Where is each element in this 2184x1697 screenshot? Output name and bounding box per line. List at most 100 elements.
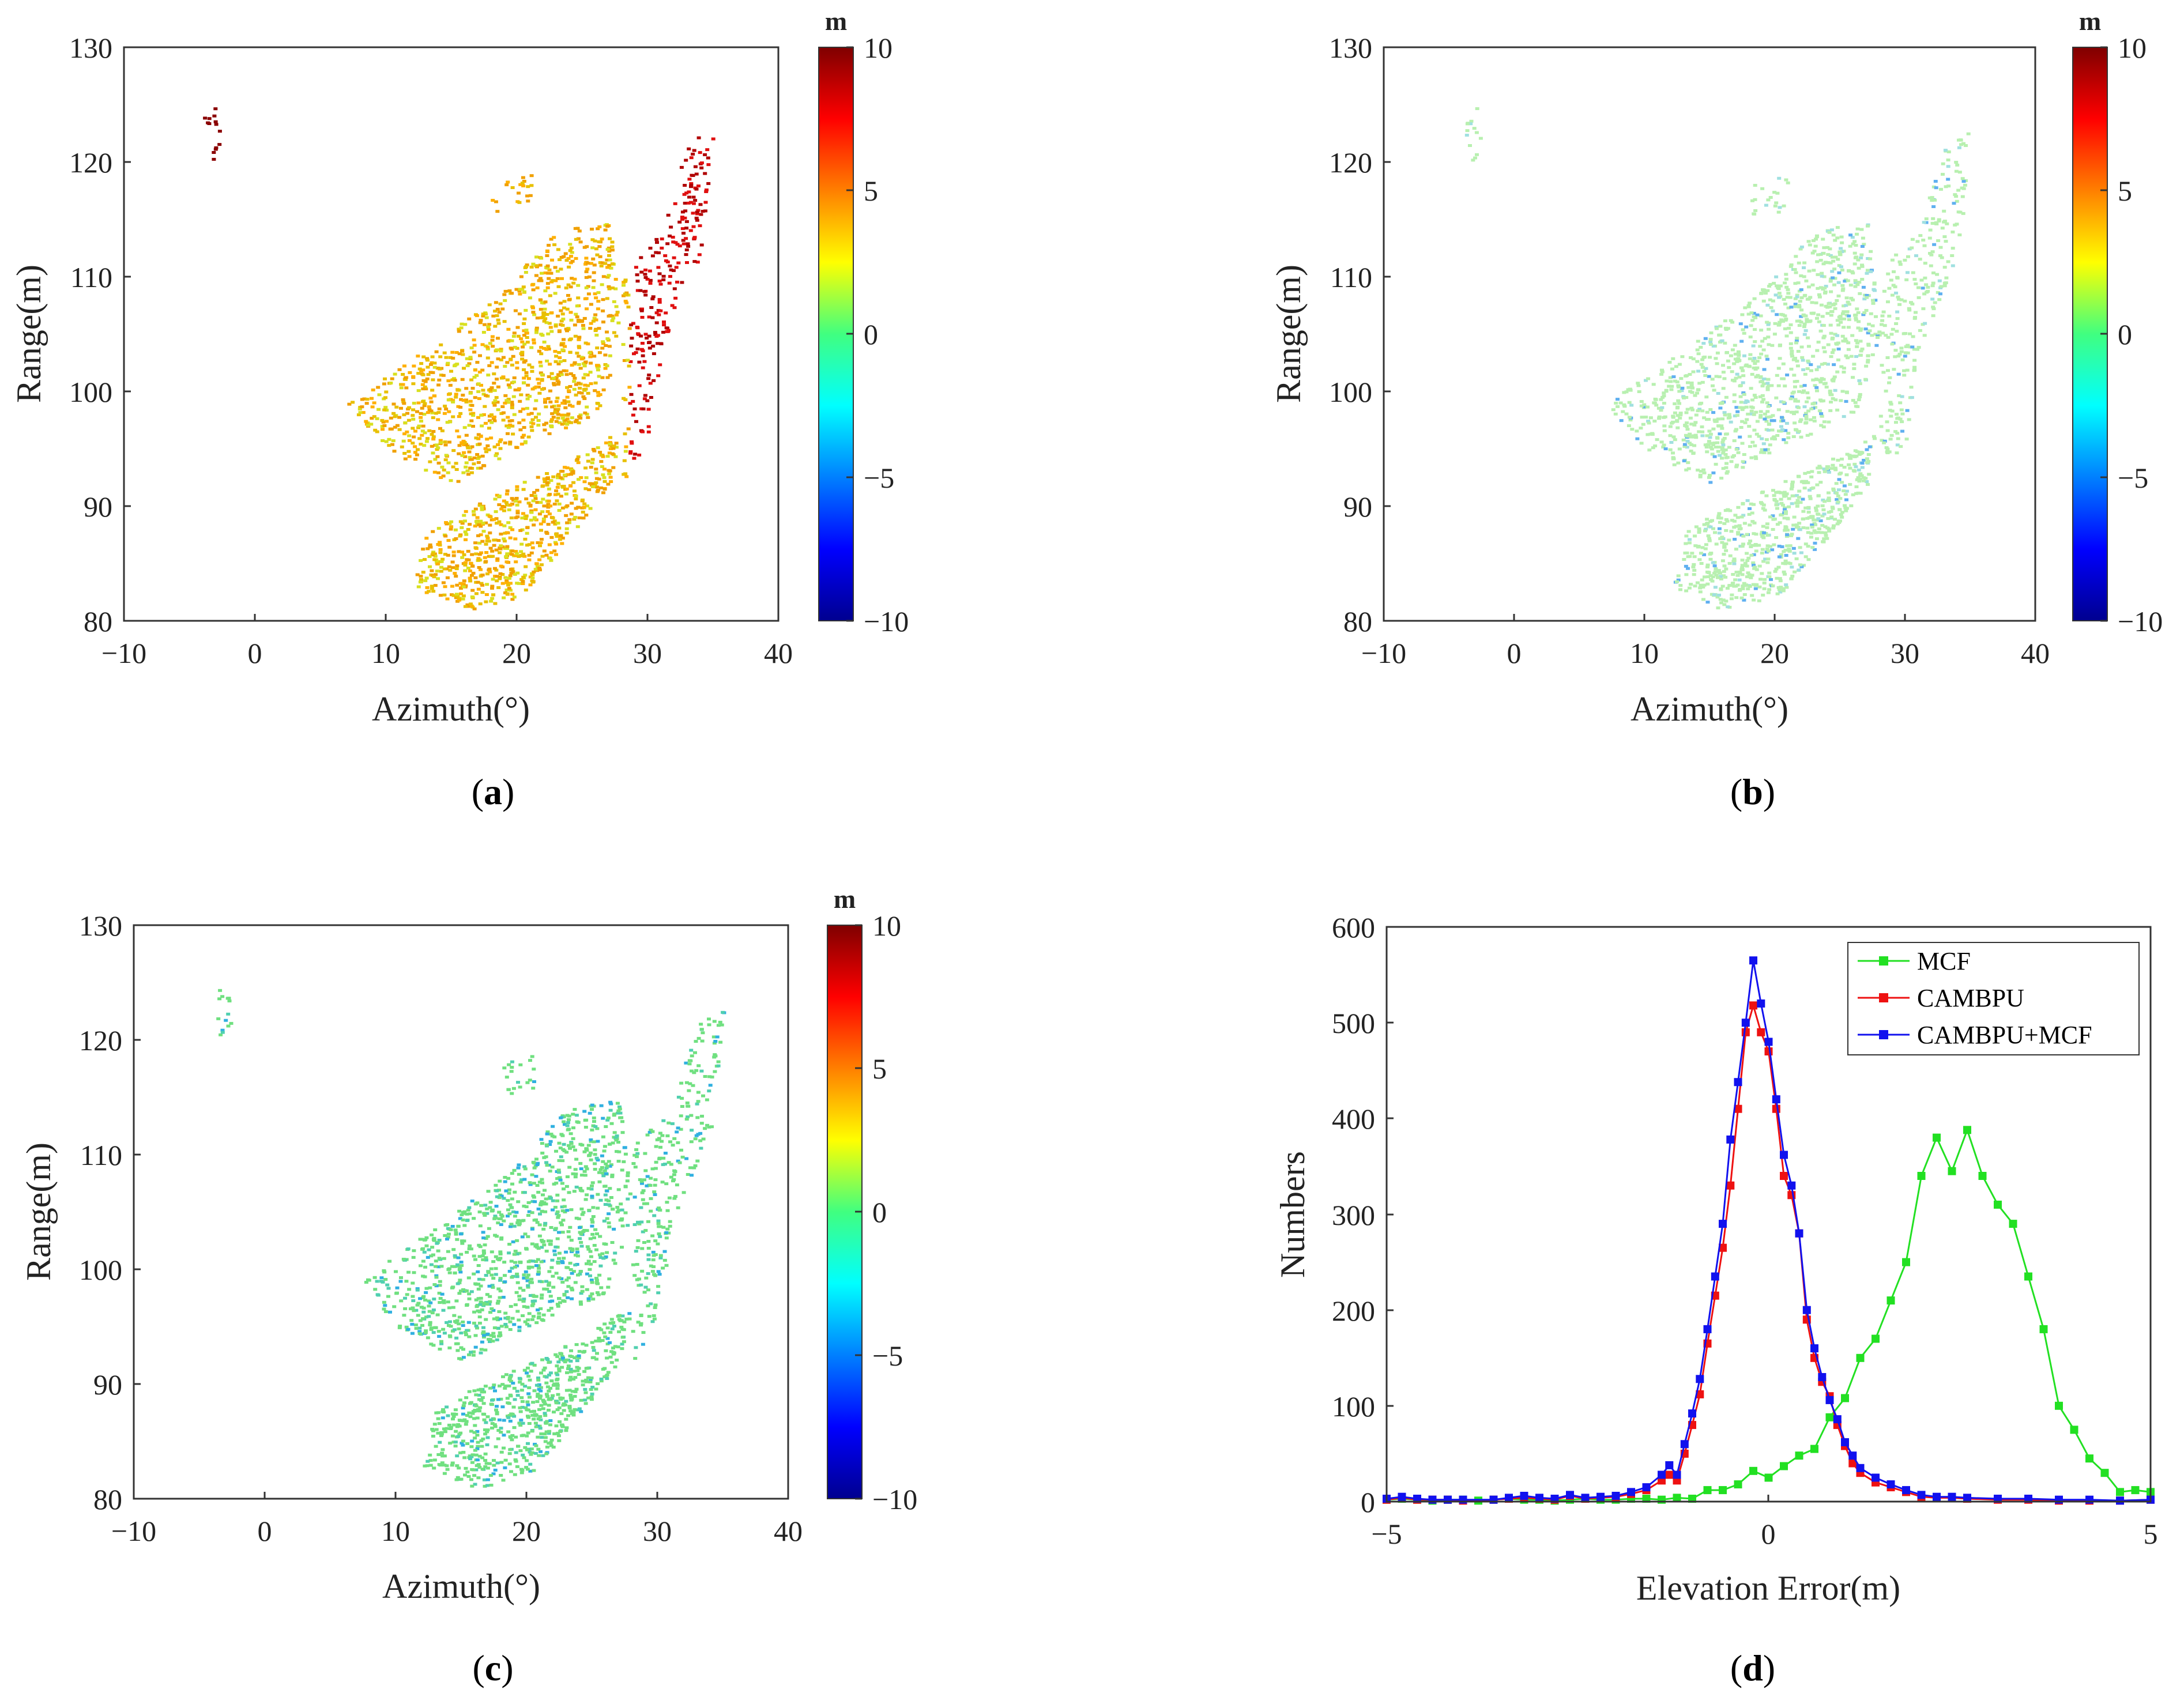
scatter-point	[1840, 481, 1844, 484]
scatter-point	[1831, 526, 1836, 530]
scatter-point	[503, 289, 508, 293]
scatter-point	[568, 403, 572, 407]
scatter-point	[505, 489, 510, 493]
scatter-point	[471, 1353, 476, 1357]
scatter-point	[538, 1212, 542, 1216]
scatter-point	[511, 570, 515, 574]
scatter-point	[1646, 377, 1651, 380]
scatter-point	[614, 446, 619, 449]
scatter-point	[562, 1205, 567, 1208]
scatter-point	[1931, 307, 1936, 311]
scatter-point	[1856, 491, 1861, 495]
scatter-point	[1842, 371, 1846, 374]
scatter-point	[1695, 391, 1699, 395]
scatter-point	[587, 275, 592, 278]
scatter-point	[654, 311, 659, 315]
scatter-point	[1808, 495, 1812, 498]
scatter-point	[581, 516, 586, 520]
scatter-point	[481, 522, 485, 525]
scatter-point	[1798, 563, 1802, 567]
scatter-point	[1817, 365, 1821, 369]
scatter-point	[1897, 394, 1901, 397]
scatter-point	[492, 419, 497, 423]
scatter-point	[1734, 584, 1738, 588]
scatter-point	[563, 1210, 567, 1213]
scatter-point	[1787, 497, 1791, 500]
scatter-point	[427, 1248, 431, 1251]
scatter-point	[1783, 302, 1787, 306]
scatter-point	[545, 313, 549, 316]
scatter-point	[589, 484, 594, 487]
scatter-point	[1859, 327, 1863, 331]
scatter-point	[634, 351, 638, 355]
scatter-point	[404, 1280, 409, 1283]
scatter-point	[1779, 501, 1784, 505]
scatter-point	[555, 379, 560, 383]
scatter-point	[525, 1322, 529, 1326]
scatter-point	[1857, 398, 1861, 401]
scatter-point	[1961, 180, 1966, 183]
scatter-point	[1896, 372, 1901, 376]
scatter-point	[1778, 357, 1782, 360]
scatter-point	[535, 1221, 540, 1224]
scatter-point	[605, 248, 610, 251]
scatter-point	[1802, 564, 1806, 567]
scatter-point	[1675, 406, 1680, 409]
scatter-point	[1829, 314, 1833, 317]
scatter-point	[600, 465, 604, 468]
scatter-point	[1957, 233, 1962, 236]
scatter-point	[553, 1253, 558, 1257]
scatter-point	[477, 559, 481, 562]
scatter-point	[385, 409, 389, 412]
scatter-point	[1683, 424, 1688, 427]
scatter-point	[552, 383, 556, 387]
scatter-point	[1853, 281, 1858, 284]
scatter-point	[357, 408, 362, 411]
scatter-point	[450, 584, 454, 588]
scatter-point	[503, 441, 507, 444]
scatter-point	[382, 1307, 386, 1311]
scatter-point	[1715, 351, 1720, 355]
scatter-point	[586, 391, 590, 395]
scatter-point	[381, 439, 385, 442]
scatter-point	[495, 348, 499, 352]
scatter-point	[1791, 435, 1796, 438]
scatter-point	[1935, 273, 1940, 276]
scatter-point	[527, 543, 532, 546]
scatter-point	[695, 261, 700, 264]
scatter-point	[498, 1317, 502, 1321]
scatter-point	[360, 398, 364, 401]
scatter-point	[1660, 368, 1664, 372]
scatter-point	[1719, 477, 1724, 480]
scatter-point	[531, 262, 536, 266]
scatter-point	[1835, 334, 1840, 337]
scatter-point	[1840, 284, 1845, 287]
scatter-point	[453, 572, 457, 575]
scatter-point	[572, 489, 577, 493]
scatter-point	[1860, 451, 1865, 454]
scatter-point	[1717, 512, 1722, 515]
scatter-point	[427, 1299, 431, 1303]
scatter-point	[451, 399, 455, 402]
scatter-point	[492, 389, 497, 392]
scatter-point	[370, 417, 374, 420]
scatter-point	[569, 512, 574, 516]
scatter-point	[689, 156, 694, 160]
scatter-point	[432, 1283, 437, 1286]
scatter-point	[551, 416, 556, 419]
scatter-point	[1749, 324, 1753, 327]
scatter-point	[462, 553, 466, 556]
scatter-point	[1735, 463, 1739, 467]
scatter-point	[1678, 588, 1682, 591]
scatter-point	[1715, 595, 1720, 599]
scatter-point	[1740, 313, 1745, 316]
scatter-point	[509, 571, 514, 575]
scatter-point	[566, 294, 570, 297]
scatter-point	[1775, 284, 1779, 288]
scatter-point	[1793, 570, 1797, 574]
scatter-point	[605, 337, 610, 341]
scatter-point	[643, 394, 647, 397]
scatter-point	[1866, 360, 1870, 364]
scatter-point	[436, 562, 440, 565]
scatter-point	[598, 404, 603, 408]
